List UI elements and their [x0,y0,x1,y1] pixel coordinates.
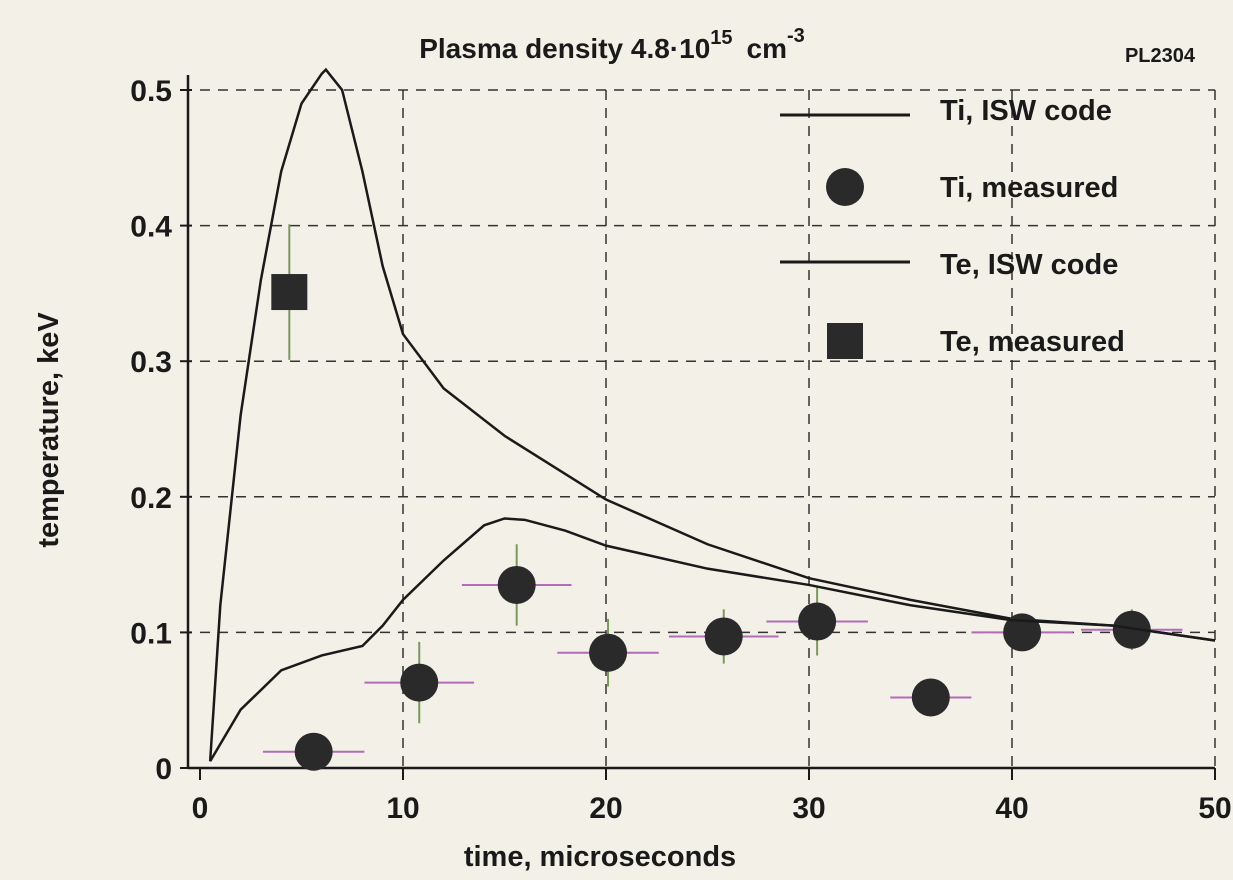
chart-title: Plasma density 4.8·1015 cm-3 [419,25,805,64]
x-tick-label: 0 [192,792,209,825]
ti-measured-point [400,663,439,702]
y-tick-label: 0.2 [130,482,172,515]
x-axis-label: time, microseconds [464,841,736,873]
title-exponent: 15 [710,27,732,49]
x-tick-label: 30 [792,792,825,825]
y-tick-label: 0.3 [130,346,172,379]
title-unit: cm [747,33,787,64]
ti-measured-point [704,617,743,656]
ti-measured-point [294,732,333,771]
y-tick-label: 0.5 [130,75,172,108]
ti-measured-point [497,565,536,604]
legend-circle [826,168,864,206]
y-axis-label: temperature, keV [33,312,65,548]
y-tick-label: 0 [155,753,172,786]
legend-label: Te, ISW code [940,249,1118,281]
te-measured-point [271,274,308,311]
y-tick-label: 0.4 [130,211,172,244]
ti-measured-point [1003,613,1042,652]
x-tick-label: 50 [1198,792,1231,825]
x-tick-label: 40 [995,792,1028,825]
line-series [208,67,1216,762]
title-text: Plasma density 4.8·10 [419,33,710,64]
legend-label: Ti, measured [940,172,1118,204]
ti-measured-point [1112,610,1151,649]
legend-label: Ti, ISW code [940,95,1112,127]
x-tick-label: 20 [589,792,622,825]
legend-label: Te, measured [940,326,1125,358]
title-unit-exponent: -3 [787,25,805,47]
line-series [209,517,1216,762]
x-tick-label: 10 [386,792,419,825]
y-tick-label: 0.1 [130,617,172,650]
ti-measured-point [589,633,628,672]
ti-measured-point [911,678,950,717]
annotation: PL2304 [1125,45,1196,67]
ti-measured-point [798,602,837,641]
legend-square [827,323,863,359]
